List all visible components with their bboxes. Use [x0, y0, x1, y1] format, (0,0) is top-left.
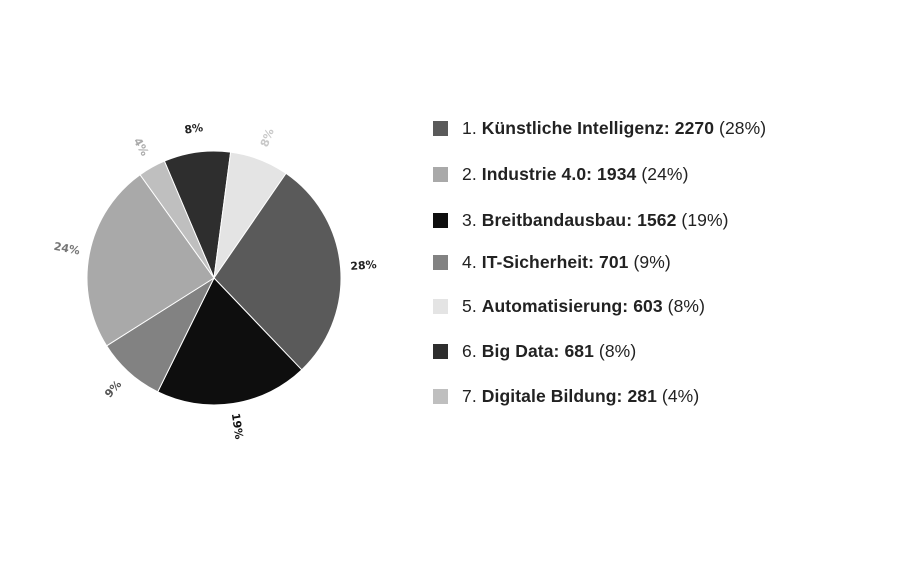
legend-rank: 5. — [462, 296, 482, 316]
legend-swatch — [433, 389, 448, 404]
legend-name: Industrie 4.0: — [481, 164, 598, 184]
slice-percent-label: 8% — [258, 127, 277, 149]
legend-item: 4. IT-Sicherheit: 701 (9%) — [433, 252, 671, 273]
legend-item: 6. Big Data: 681 (8%) — [433, 341, 636, 362]
legend-label: 6. Big Data: 681 (8%) — [462, 341, 636, 362]
legend-swatch — [433, 167, 448, 182]
legend-label: 7. Digitale Bildung: 281 (4%) — [462, 386, 699, 407]
legend-label: 1. Künstliche Intelligenz: 2270 (28%) — [462, 118, 766, 139]
legend-percent: (8%) — [667, 296, 706, 316]
legend-label: 4. IT-Sicherheit: 701 (9%) — [462, 252, 671, 273]
legend-name: Big Data: — [481, 341, 565, 361]
legend-value: 603 — [633, 296, 668, 316]
slice-percent-label: 4% — [131, 136, 151, 159]
legend-rank: 1. — [462, 118, 482, 138]
slice-percent-label: 9% — [102, 378, 124, 401]
legend-swatch — [433, 344, 448, 359]
legend-value: 281 — [627, 386, 662, 406]
legend-label: 3. Breitbandausbau: 1562 (19%) — [462, 210, 729, 231]
legend-value: 1562 — [637, 210, 682, 230]
legend-item: 5. Automatisierung: 603 (8%) — [433, 296, 705, 317]
pie-slice — [213, 172, 342, 371]
legend-value: 2270 — [674, 118, 720, 138]
legend-percent: (8%) — [598, 341, 637, 361]
pie-slice — [157, 277, 303, 406]
legend-value: 681 — [564, 341, 599, 361]
legend-name: Automatisierung: — [481, 296, 634, 316]
legend-value: 1934 — [597, 164, 642, 184]
legend-name: Digitale Bildung: — [481, 386, 628, 406]
pie-slice — [139, 160, 215, 279]
legend-value: 701 — [598, 252, 634, 272]
legend-rank: 4. — [462, 252, 482, 272]
slice-percent-label: 24% — [53, 240, 81, 258]
legend-name: Künstliche Intelligenz: — [481, 118, 675, 138]
slice-percent-label: 19% — [229, 412, 246, 440]
legend-swatch — [433, 213, 448, 228]
legend-item: 2. Industrie 4.0: 1934 (24%) — [433, 164, 689, 185]
legend-item: 3. Breitbandausbau: 1562 (19%) — [433, 210, 729, 231]
legend-label: 2. Industrie 4.0: 1934 (24%) — [462, 164, 689, 185]
legend-swatch — [433, 255, 448, 270]
legend-percent: (19%) — [681, 210, 729, 230]
slice-percent-label: 28% — [350, 258, 377, 273]
legend-rank: 6. — [462, 341, 482, 361]
legend-rank: 7. — [462, 386, 482, 406]
legend-item: 1. Künstliche Intelligenz: 2270 (28%) — [433, 118, 766, 139]
pie-slice — [86, 174, 215, 347]
legend-name: Breitbandausbau: — [481, 210, 638, 230]
legend-rank: 3. — [462, 210, 482, 230]
legend-percent: (4%) — [661, 386, 700, 406]
legend-rank: 2. — [462, 164, 482, 184]
legend-swatch — [433, 121, 448, 136]
legend-swatch — [433, 299, 448, 314]
legend-name: IT-Sicherheit: — [481, 252, 599, 272]
slice-percent-label: 8% — [184, 121, 204, 136]
legend-percent: (9%) — [633, 252, 671, 272]
legend-percent: (24%) — [641, 164, 689, 184]
legend-percent: (28%) — [719, 118, 767, 138]
legend-label: 5. Automatisierung: 603 (8%) — [462, 296, 705, 317]
legend-item: 7. Digitale Bildung: 281 (4%) — [433, 386, 699, 407]
